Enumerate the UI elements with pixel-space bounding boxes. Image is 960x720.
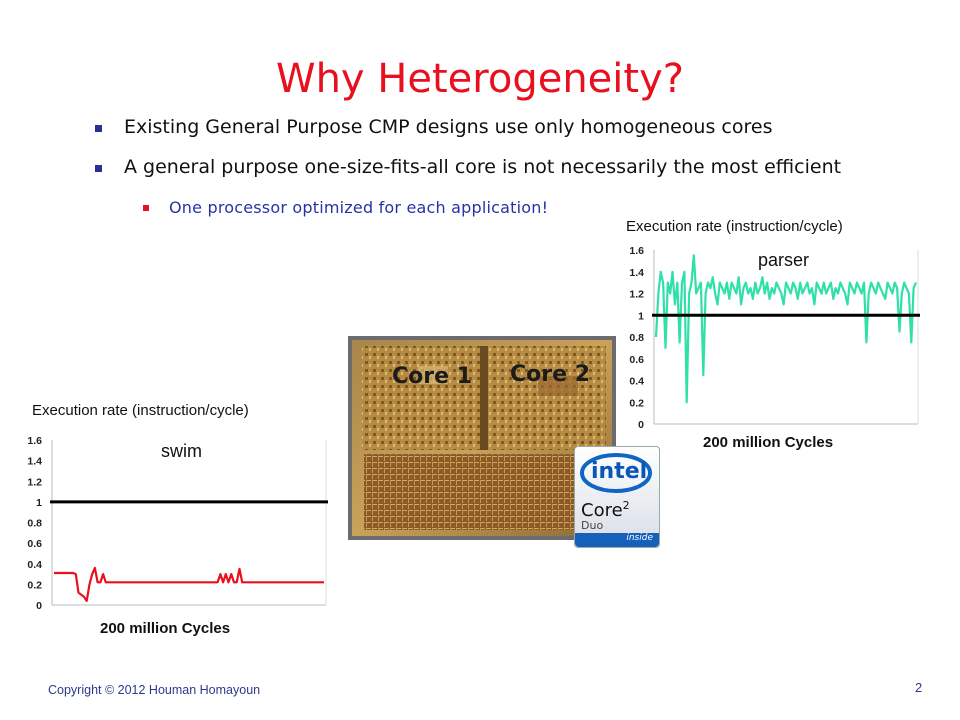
series-label: parser bbox=[758, 250, 810, 270]
y-tick-label: 0 bbox=[36, 600, 42, 612]
core2-label: Core 2 bbox=[510, 362, 590, 387]
y-tick-label: 0.2 bbox=[27, 579, 42, 591]
y-tick-label: 1.4 bbox=[629, 267, 644, 279]
series-line bbox=[54, 566, 324, 602]
chart-title: Execution rate (instruction/cycle) bbox=[626, 218, 843, 235]
core1-label: Core 1 bbox=[392, 364, 472, 389]
swim-chart: Execution rate (instruction/cycle) swim … bbox=[14, 398, 334, 644]
duo-text: Duo bbox=[581, 519, 604, 532]
inside-band: inside bbox=[575, 533, 659, 547]
y-tick-label: 0 bbox=[638, 419, 644, 431]
series-line bbox=[654, 254, 918, 404]
bullet-item: A general purpose one-size-fits-all core… bbox=[95, 156, 841, 178]
y-tick-label: 0.8 bbox=[27, 518, 42, 530]
intel-swoosh-icon bbox=[580, 453, 652, 493]
bullet-item: Existing General Purpose CMP designs use… bbox=[95, 116, 772, 138]
swim-plot: 1.6 1.4 1.2 1 0.8 0.6 0.4 0.2 0 bbox=[27, 435, 328, 612]
die-photo-image bbox=[348, 336, 616, 540]
y-tick-label: 1.2 bbox=[629, 289, 644, 301]
series-label: swim bbox=[161, 441, 202, 461]
chart-title: Execution rate (instruction/cycle) bbox=[32, 402, 249, 419]
sub-bullet-text: One processor optimized for each applica… bbox=[169, 198, 549, 217]
sub-bullet-square-icon bbox=[143, 205, 149, 211]
y-tick-label: 0.2 bbox=[629, 397, 644, 409]
y-tick-label: 0.6 bbox=[629, 354, 644, 366]
slide-title: Why Heterogeneity? bbox=[276, 56, 684, 102]
bullet-text: Existing General Purpose CMP designs use… bbox=[124, 116, 773, 138]
parser-chart: Execution rate (instruction/cycle) parse… bbox=[606, 218, 926, 458]
y-tick-label: 0.8 bbox=[629, 332, 644, 344]
y-tick-label: 1 bbox=[36, 497, 42, 509]
y-tick-label: 1.2 bbox=[27, 476, 42, 488]
bullet-square-icon bbox=[95, 165, 102, 172]
y-tick-label: 0.6 bbox=[27, 538, 42, 550]
core-text: Core bbox=[581, 500, 623, 521]
bullet-square-icon bbox=[95, 125, 102, 132]
y-tick-label: 1 bbox=[638, 310, 644, 322]
footer-copyright: Copyright © 2012 Houman Homayoun bbox=[48, 683, 261, 697]
die-photo: Core 1 Core 2 bbox=[348, 336, 616, 540]
y-tick-label: 1.6 bbox=[629, 245, 644, 257]
sub-bullet-item: One processor optimized for each applica… bbox=[143, 198, 548, 217]
parser-plot: 1.6 1.4 1.2 1 0.8 0.6 0.4 0.2 0 bbox=[629, 245, 920, 431]
y-tick-label: 1.6 bbox=[27, 435, 42, 447]
intel-brand: intel bbox=[591, 459, 648, 484]
y-tick-label: 0.4 bbox=[27, 559, 42, 571]
inside-text: inside bbox=[626, 533, 653, 543]
core-superscript: 2 bbox=[622, 499, 630, 512]
y-tick-label: 0.4 bbox=[629, 376, 644, 388]
bullet-text: A general purpose one-size-fits-all core… bbox=[124, 156, 842, 178]
x-axis-label: 200 million Cycles bbox=[703, 434, 834, 451]
y-tick-label: 1.4 bbox=[27, 456, 42, 468]
core-product: Core2 bbox=[581, 499, 630, 521]
page-number: 2 bbox=[915, 680, 923, 695]
intel-core2-duo-logo: intel Core2 Duo inside bbox=[574, 446, 660, 548]
x-axis-label: 200 million Cycles bbox=[100, 620, 231, 637]
